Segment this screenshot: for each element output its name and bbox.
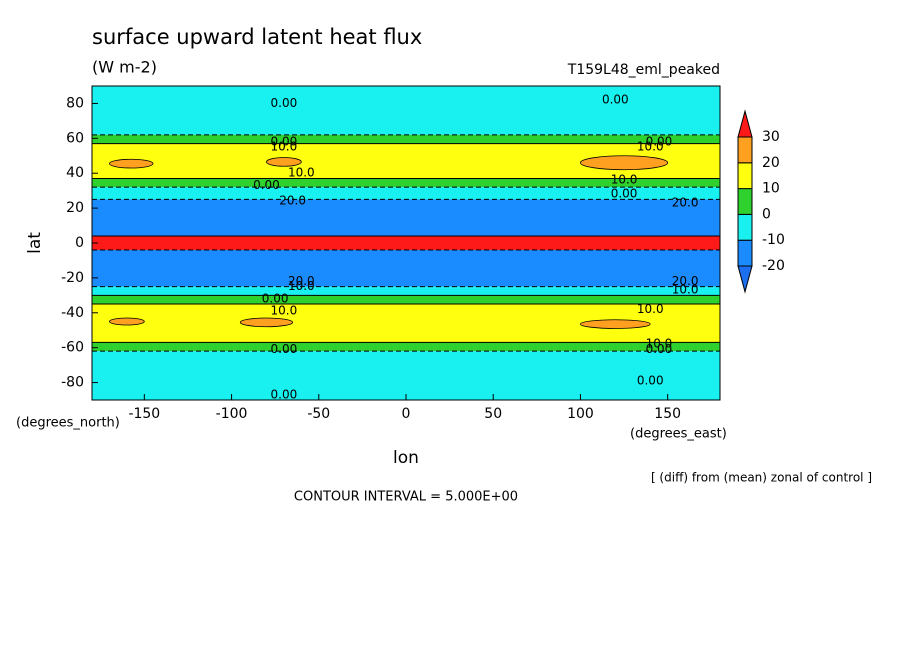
- contour-label: 10.0: [288, 166, 315, 180]
- contour-label: 0.00: [646, 134, 673, 148]
- colorbar-box: [737, 213, 753, 241]
- contour-label: 10.0: [611, 173, 638, 187]
- contour-label: 20.0: [279, 194, 306, 208]
- contour-band: [92, 342, 720, 352]
- colorbar-label: -20: [762, 258, 785, 274]
- contour-patch: [580, 155, 669, 171]
- colorbar-box: [737, 188, 753, 215]
- contour-label: 10.0: [271, 140, 298, 154]
- contour-label: 20.0: [288, 274, 315, 288]
- contour-label: 10.0: [288, 279, 315, 293]
- y-units: (degrees_north): [16, 416, 120, 431]
- contour-label: 10.0: [646, 337, 673, 351]
- y-tick-label: 20: [66, 200, 84, 216]
- x-units: (degrees_east): [630, 427, 727, 442]
- colorbar-label: 10: [762, 181, 780, 197]
- y-tick-label: -60: [61, 340, 84, 356]
- subtitle: (W m-2): [92, 58, 157, 77]
- x-tick-label: 0: [402, 406, 411, 422]
- colorbar-box: [737, 239, 753, 267]
- contour-label: 0.00: [602, 92, 629, 106]
- x-tick-label: 50: [484, 406, 502, 422]
- contour-label: 10.0: [637, 302, 664, 316]
- note: [ (diff) from (mean) zonal of control ]: [651, 471, 872, 485]
- colorbar-box: [737, 162, 753, 190]
- dataset-label: T159L48_eml_peaked: [567, 62, 720, 78]
- x-axis-label: lon: [393, 448, 419, 468]
- contour-patch: [239, 317, 294, 328]
- x-tick-label: -150: [128, 406, 160, 422]
- contour-label: 0.00: [637, 373, 664, 387]
- contour-label: 0.00: [611, 187, 638, 201]
- contour-label: 0.00: [271, 134, 298, 148]
- contour-label: 0.00: [253, 178, 280, 192]
- contour-patch: [266, 157, 302, 167]
- contour-label: 10.0: [637, 140, 664, 154]
- colorbar-triangle: [737, 265, 753, 294]
- contour-label: 20.0: [672, 195, 699, 209]
- contour-band: [92, 187, 720, 200]
- contour-label: 20.0: [672, 274, 699, 288]
- contour-label: 0.00: [271, 387, 298, 401]
- contour-patch: [580, 319, 651, 329]
- contour-label: 10.0: [271, 304, 298, 318]
- y-tick-label: -80: [61, 375, 84, 391]
- x-tick-label: -100: [216, 406, 248, 422]
- contour-label: 0.00: [646, 342, 673, 356]
- x-tick-label: 100: [567, 406, 594, 422]
- y-tick-label: 60: [66, 130, 84, 146]
- contour-band: [92, 249, 720, 287]
- y-tick-label: 40: [66, 165, 84, 181]
- contour-label: 0.00: [262, 291, 289, 305]
- contour-band: [92, 236, 720, 250]
- colorbar-label: -10: [762, 232, 785, 248]
- colorbar-box: [737, 136, 753, 164]
- y-tick-label: -20: [61, 270, 84, 286]
- chart-title: surface upward latent heat flux: [92, 25, 422, 49]
- y-tick-label: 80: [66, 95, 84, 111]
- x-tick-label: -50: [307, 406, 330, 422]
- contour-patch: [109, 158, 154, 169]
- colorbar-label: 20: [762, 155, 780, 171]
- y-axis-label: lat: [25, 232, 45, 254]
- contour-label: 10.0: [672, 283, 699, 297]
- contour-band: [92, 86, 720, 135]
- contour-label: 0.00: [271, 342, 298, 356]
- y-tick-label: -40: [61, 305, 84, 321]
- contour-patch: [109, 317, 145, 326]
- x-tick-label: 150: [654, 406, 681, 422]
- contour-band: [92, 134, 720, 144]
- contour-band: [92, 295, 720, 305]
- contour-band: [92, 199, 720, 237]
- colorbar-triangle: [737, 109, 753, 138]
- contour-band: [92, 351, 720, 400]
- y-tick-label: 0: [75, 235, 84, 251]
- contour-interval: CONTOUR INTERVAL = 5.000E+00: [294, 490, 518, 505]
- contour-band: [92, 286, 720, 296]
- contour-band: [92, 178, 720, 188]
- colorbar-label: 0: [762, 206, 771, 222]
- contour-label: 0.00: [271, 96, 298, 110]
- colorbar-label: 30: [762, 129, 780, 145]
